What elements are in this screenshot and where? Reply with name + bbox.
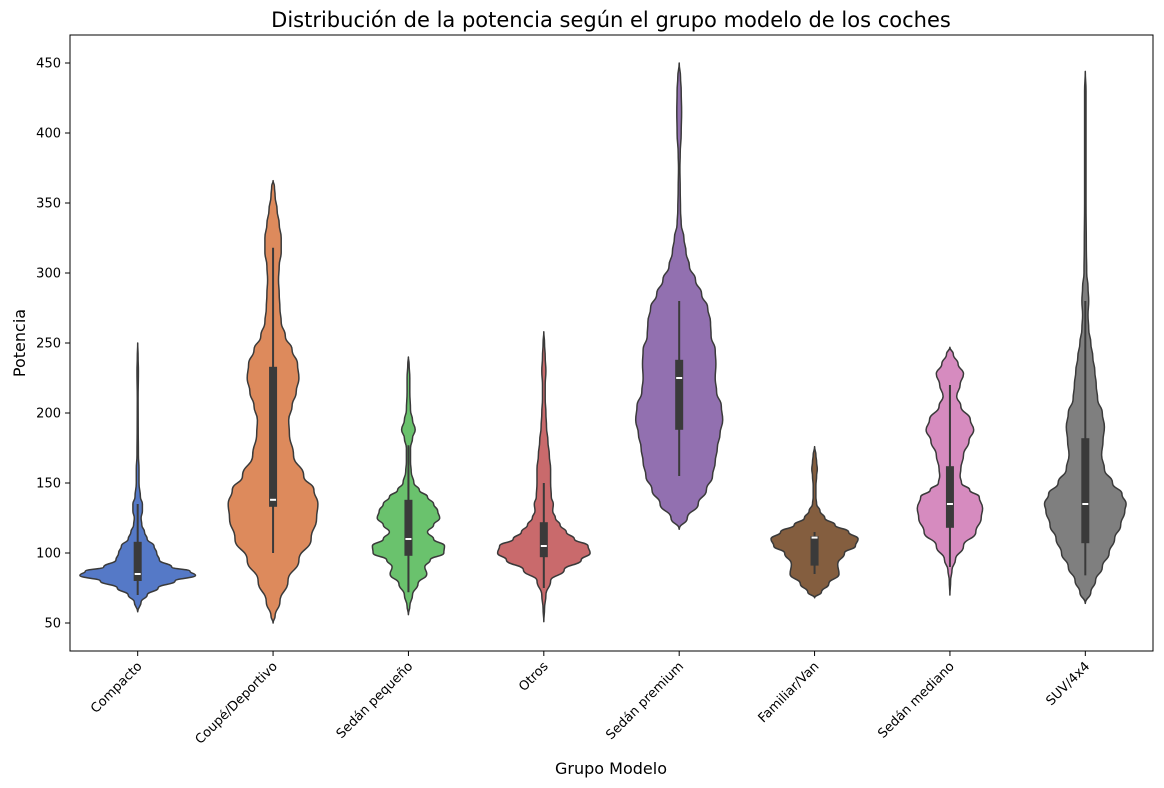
x-tick-label: Sedán mediano xyxy=(875,659,957,741)
y-tick-label: 200 xyxy=(36,407,61,422)
x-tick-label: Compacto xyxy=(88,659,145,716)
chart-title: Distribución de la potencia según el gru… xyxy=(271,8,951,32)
y-tick-label: 400 xyxy=(36,127,61,142)
y-axis-label: Potencia xyxy=(10,309,29,377)
iqr-box-6 xyxy=(945,466,954,528)
iqr-box-7 xyxy=(1081,438,1090,544)
y-tick-label: 300 xyxy=(36,267,61,282)
iqr-box-1 xyxy=(269,366,278,507)
y-tick-label: 150 xyxy=(36,477,61,492)
iqr-box-2 xyxy=(404,499,413,556)
violin-0 xyxy=(79,342,197,613)
x-tick-label: SUV/4x4 xyxy=(1043,659,1093,709)
x-axis: Compacto Coupé/Deportivo Sedán pequeño Otro… xyxy=(88,651,1093,747)
violin-5 xyxy=(770,445,859,599)
iqr-box-0 xyxy=(133,541,142,581)
violins-layer xyxy=(79,62,1127,624)
x-axis-label: Grupo Modelo xyxy=(555,759,667,778)
iqr-box-5 xyxy=(810,536,819,566)
x-tick-label: Sedán pequeño xyxy=(334,659,417,742)
iqr-box-3 xyxy=(539,522,548,558)
iqr-box-4 xyxy=(675,359,684,430)
violin-4 xyxy=(634,62,724,530)
x-tick-label: Sedán premium xyxy=(603,659,687,743)
violin-3 xyxy=(496,331,591,623)
y-tick-label: 100 xyxy=(36,547,61,562)
boxes-layer xyxy=(133,247,1090,595)
plot-area-frame xyxy=(69,34,1154,652)
y-axis: 50 100 150 200 250 300 350 400 450 xyxy=(36,57,70,632)
y-tick-label: 50 xyxy=(44,617,61,632)
y-tick-label: 450 xyxy=(36,57,61,72)
x-tick-label: Coupé/Deportivo xyxy=(193,659,281,747)
x-tick-label: Familiar/Van xyxy=(756,659,823,726)
y-tick-label: 250 xyxy=(36,337,61,352)
x-tick-label: Otros xyxy=(516,659,552,695)
y-tick-label: 350 xyxy=(36,197,61,212)
